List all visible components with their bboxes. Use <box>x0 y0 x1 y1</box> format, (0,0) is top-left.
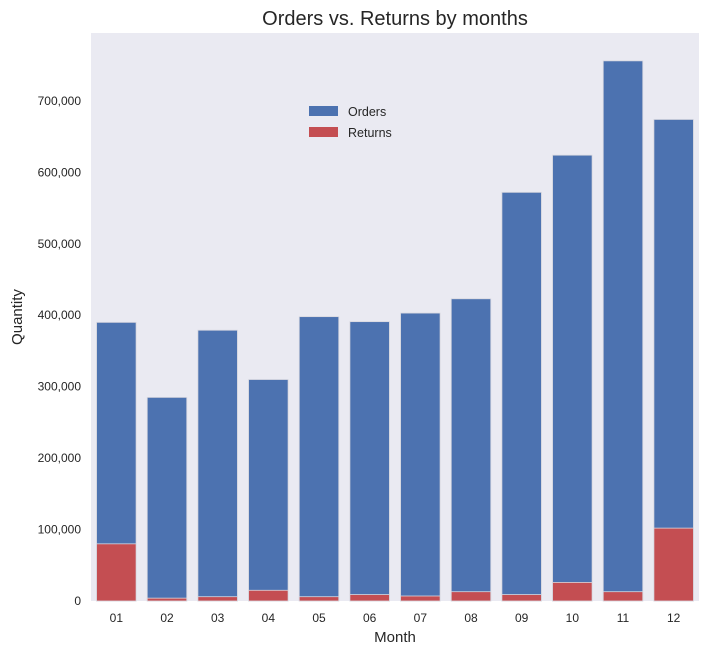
returns-bar-10 <box>552 582 593 602</box>
returns-bar-08 <box>450 591 492 602</box>
orders-bar-04 <box>248 379 289 602</box>
x-tick-label: 03 <box>211 611 225 625</box>
x-tick-label: 02 <box>160 611 174 625</box>
x-tick-label: 07 <box>414 611 428 625</box>
plot-area <box>91 33 699 601</box>
y-tick-label: 600,000 <box>38 165 82 179</box>
orders-bar-09 <box>501 191 542 602</box>
y-tick-label: 700,000 <box>38 94 82 108</box>
orders-bar-02 <box>146 396 188 602</box>
returns-bar-05 <box>298 596 340 602</box>
chart-title: Orders vs. Returns by months <box>262 8 528 30</box>
returns-bar-09 <box>501 594 542 602</box>
returns-bar-02 <box>146 597 188 602</box>
x-tick-label: 08 <box>464 611 478 625</box>
orders-bar-05 <box>298 316 340 602</box>
orders-bar-10 <box>552 154 593 602</box>
x-tick-label: 04 <box>262 611 276 625</box>
returns-bar-01 <box>96 543 137 602</box>
x-tick-label: 05 <box>312 611 326 625</box>
orders-legend-swatch <box>309 106 338 116</box>
y-axis-title: Quantity <box>9 289 26 345</box>
y-axis: 0 100,000 200,000 300,000 400,000 500,000 600,… <box>38 94 82 608</box>
returns-bar-03 <box>197 596 238 602</box>
x-tick-label: 11 <box>617 611 630 625</box>
x-tick-label: 01 <box>110 611 124 625</box>
returns-bar-04 <box>248 589 289 602</box>
returns-bar-07 <box>400 595 441 602</box>
y-tick-label: 100,000 <box>38 523 82 537</box>
returns-bar-11 <box>602 591 644 602</box>
returns-bar-06 <box>349 594 390 602</box>
orders-bar-08 <box>450 298 492 602</box>
x-tick-label: 12 <box>667 611 681 625</box>
returns-bar-12 <box>653 527 694 602</box>
legend: Orders Returns <box>309 105 392 140</box>
returns-legend-label: Returns <box>348 126 392 140</box>
x-tick-label: 09 <box>515 611 529 625</box>
returns-legend-swatch <box>309 127 338 137</box>
y-tick-label: 300,000 <box>38 380 82 394</box>
y-tick-label: 200,000 <box>38 451 82 465</box>
y-tick-label: 500,000 <box>38 237 82 251</box>
orders-bar-06 <box>349 321 390 602</box>
orders-bar-12 <box>653 119 694 602</box>
orders-bar-07 <box>400 312 441 602</box>
x-tick-label: 10 <box>566 611 580 625</box>
orders-legend-label: Orders <box>348 105 386 119</box>
orders-bar-11 <box>602 60 644 602</box>
y-tick-label: 400,000 <box>38 308 82 322</box>
x-tick-label: 06 <box>363 611 377 625</box>
x-axis-title: Month <box>374 629 416 646</box>
orders-bar-03 <box>197 329 238 602</box>
bars-layer <box>96 60 694 602</box>
x-axis: 01 02 03 04 05 06 07 08 09 10 11 12 <box>110 611 681 625</box>
y-tick-label: 0 <box>74 594 81 608</box>
